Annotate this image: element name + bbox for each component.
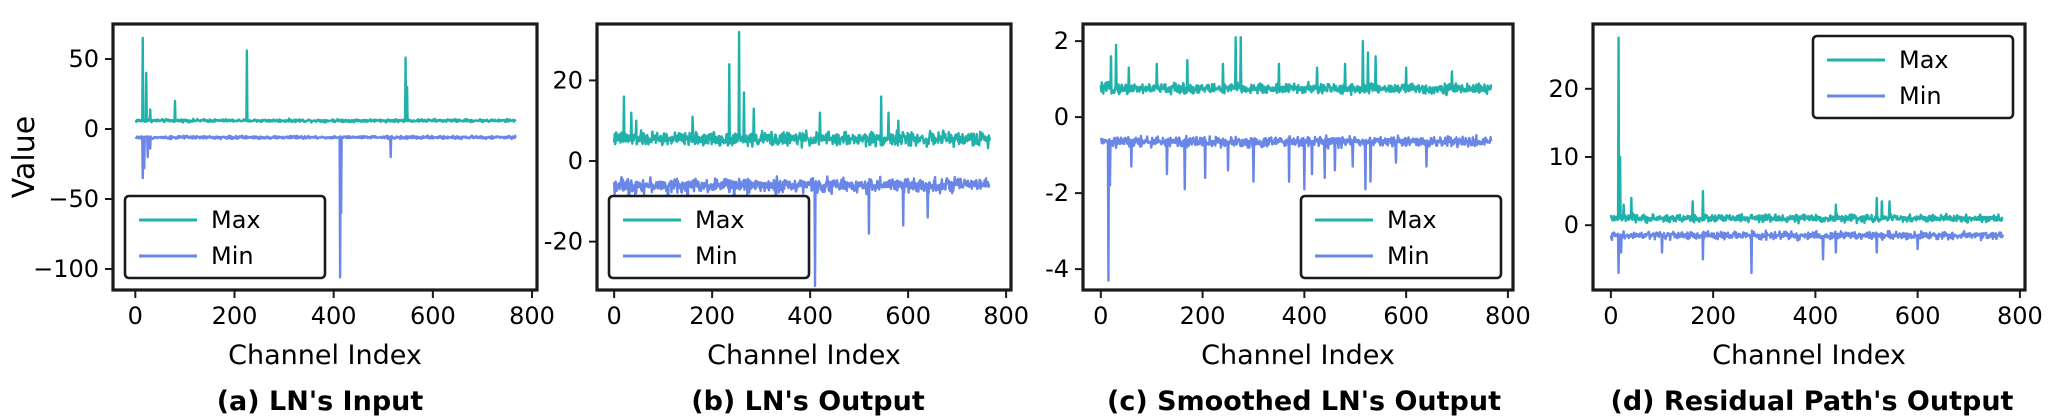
y-tick-label: 0 bbox=[1054, 103, 1069, 131]
series-line-max bbox=[134, 36, 517, 124]
legend: Max Min bbox=[123, 194, 327, 280]
plot-frame bbox=[1081, 22, 1515, 292]
panel-caption: (b) LN's Output bbox=[691, 386, 925, 417]
y-tick-label: −50 bbox=[48, 185, 99, 213]
x-tick-label: 600 bbox=[885, 302, 931, 330]
x-tick-label: 400 bbox=[1281, 302, 1327, 330]
y-tick-label: -2 bbox=[1045, 179, 1069, 207]
series-line-min bbox=[612, 175, 991, 288]
legend-label-max: Max bbox=[211, 206, 261, 234]
legend-label-min: Min bbox=[1387, 242, 1430, 270]
x-tick-label: 800 bbox=[983, 302, 1029, 330]
legend-label-max: Max bbox=[1899, 46, 1949, 74]
series-line-max bbox=[1099, 36, 1493, 97]
x-tick-label: 600 bbox=[1383, 302, 1429, 330]
x-tick-label: 0 bbox=[1093, 302, 1108, 330]
y-tick-label: -20 bbox=[544, 228, 583, 256]
y-tick-label: -4 bbox=[1045, 255, 1069, 283]
y-tick-label: 20 bbox=[552, 66, 583, 94]
x-tick-label: 200 bbox=[212, 302, 258, 330]
series-line-min bbox=[1609, 229, 2005, 275]
y-tick-label: 0 bbox=[84, 115, 99, 143]
x-tick-label: 600 bbox=[1895, 302, 1941, 330]
legend-label-min: Min bbox=[211, 242, 254, 270]
y-tick-label: −100 bbox=[33, 255, 99, 283]
series-line-max bbox=[1609, 36, 2004, 225]
x-axis-label: Channel Index bbox=[228, 340, 422, 371]
legend: Max Min bbox=[1299, 194, 1503, 280]
legend-label-max: Max bbox=[695, 206, 745, 234]
series-line-max bbox=[612, 30, 992, 150]
x-tick-label: 600 bbox=[410, 302, 456, 330]
x-tick-label: 800 bbox=[1485, 302, 1531, 330]
chart-panel: 0 200 400 600 800 2 0 -2 -4 Channel Index (c) Smoo… bbox=[1045, 22, 1531, 417]
y-tick-label: 10 bbox=[1548, 143, 1579, 171]
x-tick-label: 200 bbox=[1180, 302, 1226, 330]
chart-panel: 0 200 400 600 800 50 0 −50 −100 Channel Index Valu… bbox=[7, 22, 555, 417]
panel-caption: (c) Smoothed LN's Output bbox=[1107, 386, 1501, 417]
x-tick-label: 0 bbox=[1603, 302, 1618, 330]
plot-frame bbox=[595, 22, 1013, 292]
plot-frame bbox=[111, 22, 539, 292]
legend-label-min: Min bbox=[695, 242, 738, 270]
x-tick-label: 200 bbox=[1690, 302, 1736, 330]
x-tick-label: 400 bbox=[1792, 302, 1838, 330]
y-tick-label: 20 bbox=[1548, 75, 1579, 103]
y-tick-label: 2 bbox=[1054, 27, 1069, 55]
panel-caption: (d) Residual Path's Output bbox=[1611, 386, 2014, 417]
legend-label-max: Max bbox=[1387, 206, 1437, 234]
legend-label-min: Min bbox=[1899, 82, 1942, 110]
x-tick-label: 200 bbox=[689, 302, 735, 330]
panel-caption: (a) LN's Input bbox=[217, 386, 424, 417]
x-axis-label: Channel Index bbox=[707, 340, 901, 371]
x-tick-label: 400 bbox=[787, 302, 833, 330]
x-tick-label: 0 bbox=[128, 302, 143, 330]
x-axis-label: Channel Index bbox=[1712, 340, 1906, 371]
y-tick-label: 0 bbox=[1564, 211, 1579, 239]
chart-panel: 0 200 400 600 800 20 10 0 Channel Index (d) Resid… bbox=[1548, 22, 2043, 417]
y-tick-label: 50 bbox=[68, 45, 99, 73]
legend: Max Min bbox=[1811, 34, 2015, 120]
series-line-min bbox=[1099, 134, 1493, 282]
x-tick-label: 0 bbox=[607, 302, 622, 330]
y-axis-label: Value bbox=[7, 116, 42, 198]
legend: Max Min bbox=[607, 194, 811, 280]
y-tick-label: 0 bbox=[568, 147, 583, 175]
series-line-min bbox=[134, 134, 517, 279]
x-tick-label: 400 bbox=[311, 302, 357, 330]
x-tick-label: 800 bbox=[1997, 302, 2043, 330]
x-tick-label: 800 bbox=[509, 302, 555, 330]
x-axis-label: Channel Index bbox=[1201, 340, 1395, 371]
